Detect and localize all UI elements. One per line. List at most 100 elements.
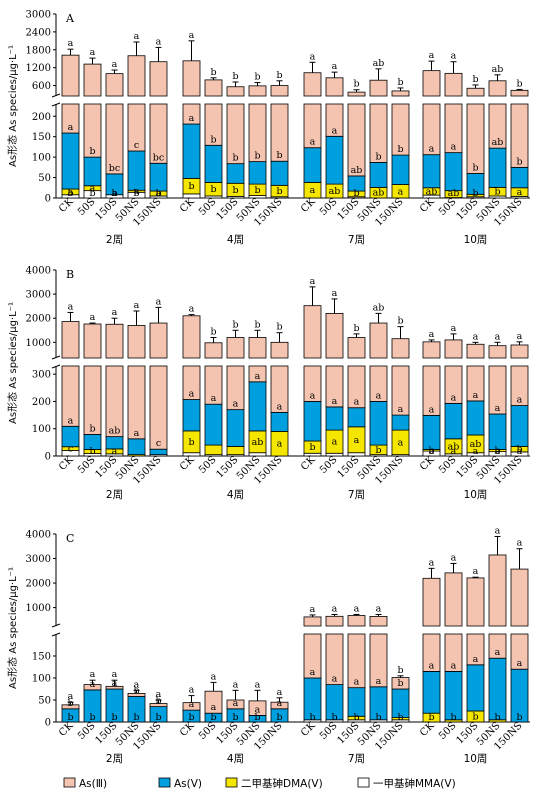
bar-as3 <box>325 365 344 408</box>
y-tick-label: 2000 <box>26 314 51 325</box>
bar-as3-upper <box>391 90 410 97</box>
bar-as3-upper <box>83 323 102 359</box>
bar-as3 <box>488 103 507 149</box>
bar-dma <box>226 446 245 456</box>
category-label: CK <box>178 196 197 215</box>
sig-label-as5: bc <box>109 163 120 174</box>
bar-as5 <box>248 161 267 185</box>
sig-label-mma: a <box>451 446 457 457</box>
y-tick-label: 300 <box>32 370 51 381</box>
bar-as3 <box>270 365 289 413</box>
bar-as3-upper <box>369 322 388 359</box>
sig-label-total: b <box>232 71 238 82</box>
sig-label-total: b <box>254 72 260 83</box>
bar-as3 <box>204 365 223 405</box>
bar-as3 <box>83 103 102 158</box>
sig-label-dma: a <box>354 435 360 446</box>
axis-break-mark <box>51 632 61 637</box>
sig-label-as5: a <box>451 142 457 153</box>
sig-label-total: b <box>353 79 359 90</box>
bar-mma <box>182 452 201 457</box>
sig-label-total: a <box>332 603 338 614</box>
sig-label-as5: ab <box>351 165 363 176</box>
sig-label-dma: b <box>472 712 478 723</box>
sig-label-total: a <box>376 603 382 614</box>
bar-as3-upper <box>149 61 168 97</box>
sig-label-as5: a <box>90 679 96 690</box>
bar-as3 <box>325 103 344 137</box>
sig-label-dma: a <box>112 446 118 457</box>
sig-label-as5: b <box>516 156 522 167</box>
bar-as5 <box>444 152 463 192</box>
sig-label-dma: b <box>353 712 359 723</box>
sig-label-total: a <box>473 566 479 577</box>
bar-as3 <box>61 103 80 134</box>
sig-label-dma: b <box>133 712 139 723</box>
bar-as3 <box>466 633 485 666</box>
sig-label-as5: b <box>472 162 478 173</box>
sig-label-total: ab <box>373 302 385 313</box>
bar-as3-upper <box>325 312 344 359</box>
bar-as5 <box>488 413 507 450</box>
sig-label-mma: a <box>495 446 501 457</box>
bar-as3 <box>510 365 529 406</box>
sig-label-dma: b <box>111 712 117 723</box>
bar-mma <box>347 452 366 457</box>
bar-as3-upper <box>510 89 529 97</box>
legend-label-as3: As(Ⅲ) <box>79 778 107 790</box>
sig-label-total: a <box>473 331 479 342</box>
sig-label-dma: a <box>90 183 96 194</box>
sig-label-as5: a <box>354 397 360 408</box>
sig-label-dma: ab <box>448 441 460 452</box>
bar-as3-upper <box>510 344 529 359</box>
bar-as3 <box>182 103 201 125</box>
sig-label-as5: b <box>397 678 403 689</box>
bar-as3-upper <box>105 323 124 359</box>
sig-label-dma: ab <box>329 186 341 197</box>
bar-as5 <box>391 414 410 431</box>
y-axis-label: As形态 As species/μg·L⁻¹ <box>6 567 19 689</box>
bar-as3 <box>422 633 441 672</box>
bar-as3 <box>347 365 366 409</box>
bar-as3-upper <box>444 572 463 627</box>
bar-as3-upper <box>226 337 245 359</box>
bar-as3-upper <box>466 343 485 359</box>
bar-as3-upper <box>347 337 366 359</box>
sig-label-dma: b <box>516 712 522 723</box>
y-axis-label: As形态 As species/μg·L⁻¹ <box>6 302 19 424</box>
sig-label-total: a <box>134 300 140 311</box>
sig-label-as5: b <box>89 423 95 434</box>
y-tick-label: 200 <box>32 112 51 123</box>
panel-label: C <box>66 532 74 545</box>
sig-label-total: a <box>310 51 316 62</box>
axis-break-mark <box>51 355 61 360</box>
bar-as5 <box>61 132 80 190</box>
bar-as3-upper <box>105 73 124 97</box>
bar-as3 <box>510 633 529 670</box>
sig-label-total: a <box>310 276 316 287</box>
sig-label-as5: a <box>255 371 261 382</box>
bar-as5 <box>204 144 223 183</box>
sig-label-as5: ab <box>109 426 121 437</box>
sig-label-total: a <box>68 301 74 312</box>
sig-label-dma: b <box>89 446 95 457</box>
sig-label-dma: b <box>210 184 216 195</box>
sig-label-dma: b <box>375 445 381 456</box>
sig-label-total: a <box>156 36 162 47</box>
sig-label-dma: a <box>398 186 404 197</box>
sig-label-mma: a <box>473 446 479 457</box>
legend-swatch-mma <box>357 777 370 788</box>
bar-as5 <box>226 163 245 184</box>
sig-label-dma: b <box>516 444 522 455</box>
sig-label-as5: b <box>254 151 260 162</box>
bar-as3-upper <box>347 615 366 627</box>
sig-label-total: a <box>134 31 140 42</box>
y-tick-label: 2400 <box>26 27 51 38</box>
sig-label-as5: a <box>68 122 74 133</box>
sig-label-total: a <box>90 47 96 58</box>
bar-as3 <box>248 103 267 163</box>
bar-as3-upper <box>127 325 146 359</box>
bar-as5 <box>325 135 344 185</box>
y-tick-label: 100 <box>32 424 51 435</box>
